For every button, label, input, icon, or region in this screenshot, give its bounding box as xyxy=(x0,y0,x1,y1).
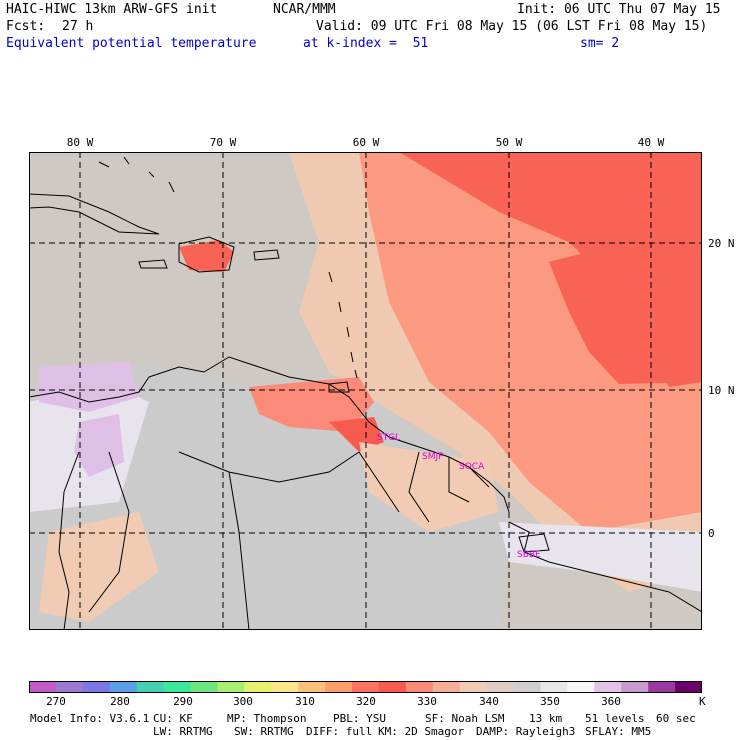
footer-levels: 51 levels xyxy=(585,712,645,725)
colorbar-tick: 300 xyxy=(233,695,253,708)
colorbar-swatch xyxy=(109,681,138,693)
footer-diff: DIFF: full xyxy=(306,725,373,738)
colorbar-swatch xyxy=(352,681,380,693)
graticule xyxy=(29,152,702,630)
colorbar-swatch xyxy=(163,681,192,693)
colorbar-swatch xyxy=(298,681,326,693)
lat-label: 10 N xyxy=(708,384,735,397)
colorbar-swatch xyxy=(217,681,245,693)
footer-resolution: 13 km xyxy=(529,712,563,725)
colorbar-tick: 320 xyxy=(356,695,376,708)
station-label: SBBE xyxy=(517,550,541,560)
hot-land xyxy=(329,417,384,452)
colorbar-tick: 340 xyxy=(479,695,499,708)
lon-label: 70 W xyxy=(209,136,237,149)
hot-ocean xyxy=(549,222,702,384)
colorbar-swatch xyxy=(271,681,299,693)
colorbar-swatch xyxy=(486,681,515,693)
model-title: HAIC-HIWC 13km ARW-GFS init xyxy=(6,2,218,17)
footer-damp: DAMP: Rayleigh3 xyxy=(476,725,576,738)
footer-mp: MP: Thompson xyxy=(227,712,307,725)
colorbar-swatch xyxy=(621,681,649,693)
hot-land xyxy=(179,240,234,272)
map-frame xyxy=(29,152,702,630)
footer-timestep: 60 sec xyxy=(656,712,696,725)
colorbar-swatch xyxy=(244,681,272,693)
lon-label: 50 W xyxy=(495,136,523,149)
forecast-label: Fcst: xyxy=(6,19,46,34)
colorbar-swatch xyxy=(136,681,165,693)
colorbar-swatch xyxy=(405,681,434,693)
map-panel: STGL SMJP SOCA SBBE xyxy=(29,152,702,630)
colorbar-swatch xyxy=(378,681,407,693)
colorbar xyxy=(29,681,702,693)
footer-lw: LW: RRTMG xyxy=(153,725,213,738)
station-label: SMJP xyxy=(422,452,444,462)
colorbar-swatch xyxy=(82,681,111,693)
footer-cu: CU: KF xyxy=(153,712,193,725)
lon-label: 60 W xyxy=(352,136,380,149)
field-name: Equivalent potential temperature xyxy=(6,36,257,51)
lat-label: 20 N xyxy=(708,237,735,250)
colorbar-tick: 270 xyxy=(46,695,66,708)
warm-land xyxy=(249,377,374,432)
cold-area xyxy=(39,362,139,412)
colorbar-swatch xyxy=(648,681,676,693)
hot-ocean xyxy=(399,152,702,387)
station-label: SOCA xyxy=(459,462,485,472)
colorbar-swatch xyxy=(29,681,57,693)
colorbar-swatch xyxy=(675,681,702,693)
footer-sf: SF: Noah LSM xyxy=(425,712,505,725)
level-label: at k-index = 51 xyxy=(303,36,429,51)
colorbar-tick: 290 xyxy=(173,695,193,708)
colorbar-tick: 310 xyxy=(295,695,315,708)
colorbar-swatch xyxy=(459,681,488,693)
footer-sw: SW: RRTMG xyxy=(234,725,294,738)
colorbar-swatch xyxy=(567,681,595,693)
station-label: STGL xyxy=(377,433,400,443)
smoothing-label: sm= 2 xyxy=(580,36,620,51)
org-label: NCAR/MMM xyxy=(273,2,336,17)
colorbar-swatch xyxy=(540,681,568,693)
init-time: Init: 06 UTC Thu 07 May 15 xyxy=(517,2,721,17)
colorbar-swatch xyxy=(190,681,218,693)
footer-model-info: Model Info: V3.6.1 xyxy=(30,712,150,725)
coastlines xyxy=(29,156,702,630)
colorbar-tick: 280 xyxy=(110,695,130,708)
colorbar-tick: 350 xyxy=(540,695,560,708)
colorbar-swatch xyxy=(594,681,622,693)
footer-sflay: SFLAY: MM5 xyxy=(585,725,652,738)
colorbar-swatch xyxy=(513,681,541,693)
colorbar-unit: K xyxy=(699,695,706,708)
valid-time: Valid: 09 UTC Fri 08 May 15 (06 LST Fri … xyxy=(316,19,708,34)
colorbar-tick: 360 xyxy=(601,695,621,708)
forecast-hour: 27 h xyxy=(62,19,94,34)
colorbar-tick: 330 xyxy=(417,695,437,708)
colorbar-swatch xyxy=(55,681,84,693)
footer-pbl: PBL: YSU xyxy=(333,712,386,725)
lon-label: 40 W xyxy=(637,136,665,149)
lat-label: 0 xyxy=(708,527,715,540)
cold-area xyxy=(74,414,124,477)
colorbar-swatch xyxy=(432,681,461,693)
footer-km: KM: 2D Smagor xyxy=(378,725,465,738)
lon-label: 80 W xyxy=(66,136,94,149)
colorbar-swatch xyxy=(325,681,353,693)
colorbar-frame xyxy=(29,681,702,693)
